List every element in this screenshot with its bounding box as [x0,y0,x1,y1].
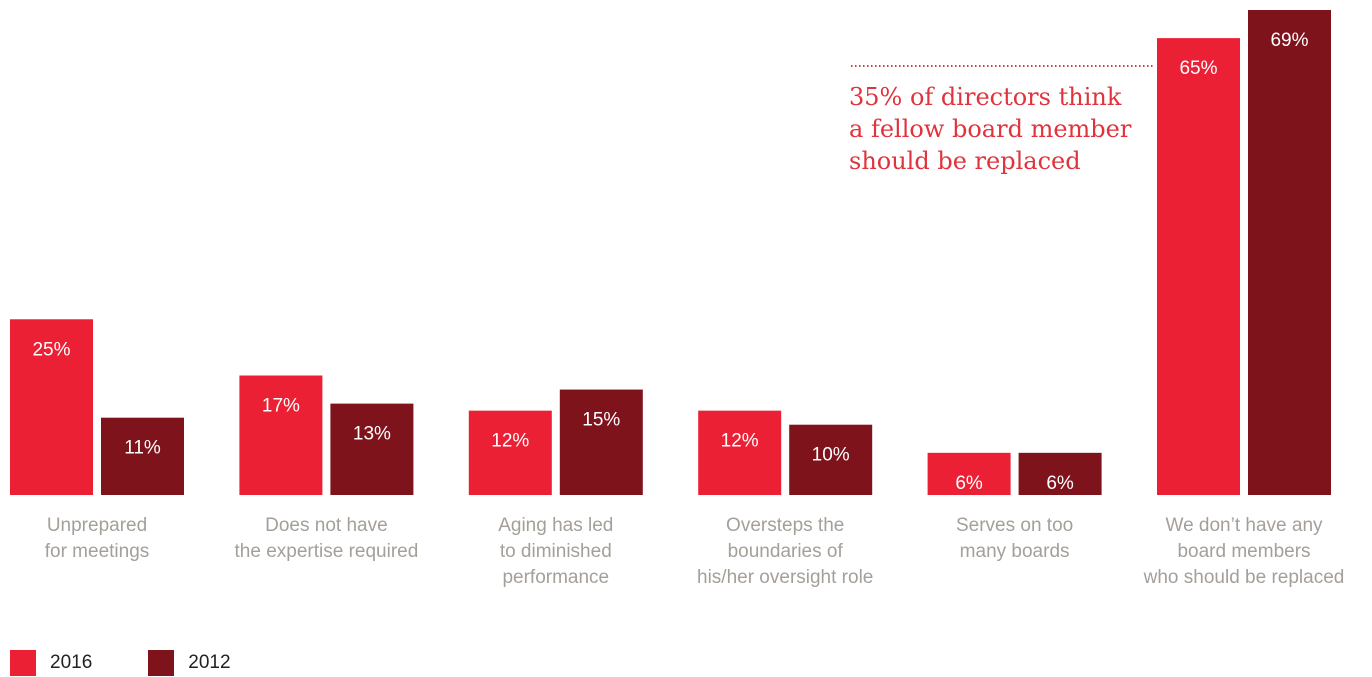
bar-value-label: 12% [721,431,759,452]
bar-2012-2 [559,389,643,495]
legend-label-2012: 2012 [188,652,231,673]
legend-swatch-2016 [10,650,36,676]
bar-value-label: 15% [582,410,620,431]
legend-swatch-2012 [148,650,175,676]
category-label: Serves on too many boards [956,515,1073,562]
bar-value-label: 6% [955,473,983,494]
bar-2012-4 [1018,452,1102,495]
bar-value-label: 12% [491,431,529,452]
bar-2016-0 [10,319,93,495]
bar-2016-3 [698,410,782,495]
bar-2012-5 [1248,10,1331,495]
legend-item-2016: 2016 [10,650,92,676]
bar-2016-2 [468,410,552,495]
category-label: Oversteps the boundaries of his/her oversi… [697,515,873,588]
bar-2016-4 [927,452,1011,495]
bar-value-label: 25% [32,339,70,360]
bar-2012-0 [101,417,184,495]
bar-2012-3 [789,424,873,495]
bar-value-label: 11% [124,438,161,459]
bars [10,10,1331,496]
legend-label-2016: 2016 [50,652,93,673]
bar-2012-1 [330,403,414,495]
category-labels: Unprepared for meetings Does not have the e… [45,515,1345,588]
legend: 2016 2012 [10,650,287,676]
bar-2016-1 [239,375,323,495]
category-label: Does not have the expertise required [235,515,419,562]
category-label: Aging has led to diminished performance [498,515,613,588]
bar-value-label: 17% [262,396,300,417]
bar-value-label: 6% [1046,473,1074,494]
bar-value-label: 69% [1270,30,1308,51]
category-label: Unprepared for meetings [45,515,150,562]
annotation-text: 35% of directors think a fellow board mem… [849,83,1132,175]
legend-item-2012: 2012 [148,650,231,676]
bar-value-label: 13% [353,424,391,445]
annotation: 35% of directors think a fellow board mem… [849,65,1154,175]
bar-value-label: 65% [1179,58,1217,79]
bar-value-labels: 25% 11% 17% 13% 12% 15% 12% 10% 6% 6% 65% 69% [32,30,1308,494]
bar-value-label: 10% [812,445,850,466]
category-label: We don’t have any board members who should… [1143,515,1345,588]
bar-2016-5 [1157,38,1240,496]
